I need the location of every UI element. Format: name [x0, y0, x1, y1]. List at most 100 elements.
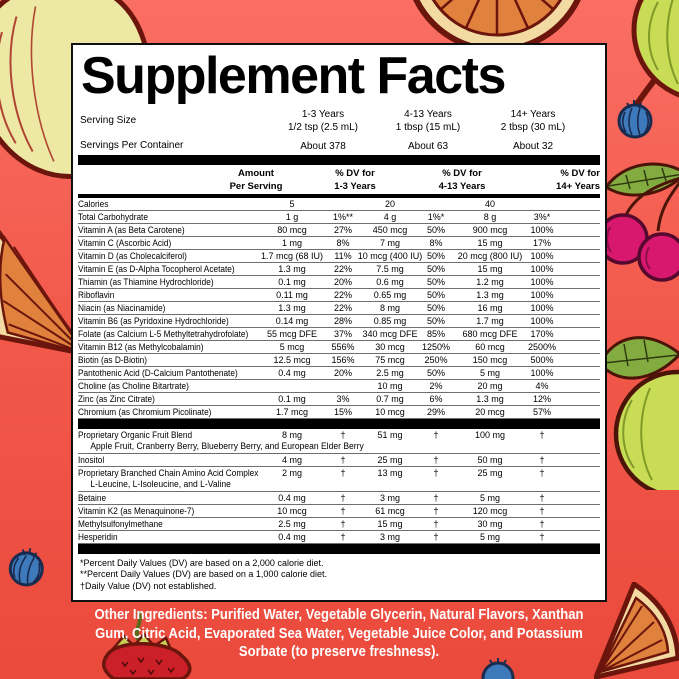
dv-14plus-cell: † — [539, 532, 545, 542]
dv-4-13-cell: 2% — [429, 381, 443, 391]
dv-14plus-cell: 100% — [530, 264, 554, 274]
dv-14plus-cell: † — [539, 493, 545, 503]
amount-1-3-cell: 0.1 mg — [278, 277, 306, 287]
dv-4-13-cell: 6% — [429, 394, 443, 404]
amount-4-13-cell: 8 mg — [379, 303, 400, 313]
dv-14plus-cell: 57% — [532, 407, 551, 417]
age-column-2: 4-13 Years 1 tbsp (15 mL) — [363, 108, 493, 134]
divider-bar-bottom — [78, 544, 600, 554]
amount-1-3-cell: 0.1 mg — [278, 394, 306, 404]
divider-bar-top — [78, 155, 600, 165]
amount-14plus-cell: 1.7 mg — [476, 316, 504, 326]
table-row: Pantothenic Acid (D-Calcium Pantothenate… — [78, 367, 600, 380]
age-column-1: 1-3 Years 1/2 tsp (2.5 mL) — [258, 108, 388, 134]
table-row: Hesperidin 0.4 mg † 3 mg † 5 mg † — [78, 531, 600, 544]
amount-14plus-cell: 15 mg — [477, 264, 503, 274]
nutrient-name: Vitamin A (as Beta Carotene) — [78, 225, 185, 235]
amount-1-3-cell: 0.4 mg — [278, 368, 306, 378]
amount-4-13-cell: 30 mcg — [375, 342, 405, 352]
dv-14plus-cell: 100% — [530, 303, 554, 313]
dv-14plus-cell: 170% — [530, 329, 554, 339]
cherries-illustration — [597, 162, 679, 282]
nutrient-name: Vitamin E (as D-Alpha Tocopherol Acetate… — [78, 264, 235, 274]
dv-4-13-cell: 50% — [426, 316, 445, 326]
nutrient-name: Total Carbohydrate — [78, 212, 148, 222]
serving-size-value: 2 tbsp (30 mL) — [500, 122, 566, 133]
amount-4-13-cell: 10 mcg — [375, 407, 405, 417]
amount-1-3-cell: 1.7 mcg (68 IU) — [260, 251, 324, 261]
table-row: Proprietary Branched Chain Amino Acid Co… — [78, 467, 600, 492]
servings-count: About 378 — [300, 141, 346, 152]
dv-4-13-cell: † — [433, 532, 439, 542]
amount-14plus-cell: 5 mg — [479, 493, 500, 503]
dv-1-3-cell: 11% — [334, 251, 352, 261]
amount-14plus-cell: 100 mg — [474, 430, 506, 440]
header-dv-14-plus-years: % DV for 14+ Years — [556, 168, 600, 192]
table-row: Inositol 4 mg † 25 mg † 50 mg † — [78, 454, 600, 467]
table-row: Vitamin A (as Beta Carotene) 80 mcg 27% … — [78, 224, 600, 237]
amount-14plus-cell: 25 mg — [477, 468, 503, 478]
nutrient-name: Vitamin D (as Cholecalciferol) — [78, 251, 187, 261]
dv-1-3-cell: † — [340, 519, 346, 529]
dv-4-13-cell: 50% — [426, 368, 445, 378]
table-row: Vitamin D (as Cholecalciferol) 1.7 mcg (… — [78, 250, 600, 263]
nutrient-name: Folate (as Calcium L-5 Methyltetrahydrof… — [78, 329, 249, 339]
dv-14plus-cell: † — [539, 455, 545, 465]
table-row: Folate (as Calcium L-5 Methyltetrahydrof… — [78, 328, 600, 341]
serving-size-value: 1/2 tsp (2.5 mL) — [287, 122, 359, 133]
supplement-facts-panel: Supplement Facts Serving Size 1-3 Years … — [71, 43, 607, 602]
dv-14plus-cell: 500% — [530, 355, 554, 365]
dv-14plus-cell: 12% — [532, 394, 551, 404]
table-row: Chromium (as Chromium Picolinate) 1.7 mc… — [78, 406, 600, 419]
amount-1-3-cell: 0.14 mg — [275, 316, 309, 326]
dv-4-13-cell: † — [433, 455, 439, 465]
section-divider-bar — [78, 419, 600, 429]
nutrient-name: Vitamin C (Ascorbic Acid) — [78, 238, 172, 248]
dv-1-3-cell: 1%** — [332, 212, 353, 222]
dv-4-13-cell: † — [433, 493, 439, 503]
age-column-3: 14+ Years 2 tbsp (30 mL) — [468, 108, 598, 134]
amount-14plus-cell: 1.2 mg — [476, 277, 504, 287]
dv-14plus-cell: 100% — [530, 316, 554, 326]
dv-4-13-cell: 50% — [426, 251, 445, 261]
header-dv-4-13-years: % DV for 4-13 Years — [438, 168, 486, 192]
table-row: Biotin (as D-Biotin) 12.5 mcg 156% 75 mc… — [78, 354, 600, 367]
amount-14plus-cell: 5 mg — [479, 532, 500, 542]
table-row: Vitamin B6 (as Pyridoxine Hydrochloride)… — [78, 315, 600, 328]
age-group-label: 1-3 Years — [301, 109, 345, 120]
blueberry-bottom-illustration — [481, 658, 515, 679]
nutrient-table: Calories 5 20 40 Total Carbohydrate 1 g … — [78, 198, 600, 544]
amount-1-3-cell: 0.4 mg — [278, 532, 306, 542]
dv-4-13-cell: 1250% — [421, 342, 451, 352]
dv-1-3-cell: 8% — [336, 238, 350, 248]
table-row: Methylsulfonylmethane 2.5 mg † 15 mg † 3… — [78, 518, 600, 531]
dv-1-3-cell: 22% — [333, 290, 352, 300]
dv-4-13-cell: 85% — [426, 329, 445, 339]
dv-4-13-cell: 1%* — [427, 212, 445, 222]
dv-4-13-cell: † — [433, 468, 439, 478]
serving-info-block: Serving Size 1-3 Years 1/2 tsp (2.5 mL) … — [78, 108, 600, 155]
dv-1-3-cell: † — [340, 455, 346, 465]
dv-4-13-cell: 50% — [426, 303, 445, 313]
amount-4-13-cell: 10 mcg (400 IU) — [357, 251, 423, 261]
dv-14plus-cell: 100% — [530, 277, 554, 287]
amount-4-13-cell: 0.65 mg — [373, 290, 407, 300]
dv-1-3-cell: 28% — [333, 316, 352, 326]
dv-4-13-cell: 50% — [426, 290, 445, 300]
amount-14plus-cell: 20 mcg — [475, 407, 505, 417]
amount-4-13-cell: 51 mg — [377, 430, 403, 440]
table-row: Vitamin B12 (as Methylcobalamin) 5 mcg 5… — [78, 341, 600, 354]
dv-4-13-cell: † — [433, 506, 439, 516]
green-apple-right-illustration — [598, 336, 679, 490]
amount-14plus-cell: 20 mg — [477, 381, 503, 391]
nutrient-name: Niacin (as Niacinamide) — [78, 303, 166, 313]
blueberry-left-illustration — [8, 548, 44, 587]
table-row: Calories 5 20 40 — [78, 198, 600, 211]
dv-4-13-cell: 29% — [426, 407, 445, 417]
dv-1-3-cell: 22% — [333, 303, 352, 313]
age-group-label: 4-13 Years — [404, 109, 452, 120]
amount-4-13-cell: 340 mcg DFE — [362, 329, 418, 339]
amount-1-3-cell: 1 mg — [281, 238, 302, 248]
divider-bar-header — [78, 194, 600, 198]
